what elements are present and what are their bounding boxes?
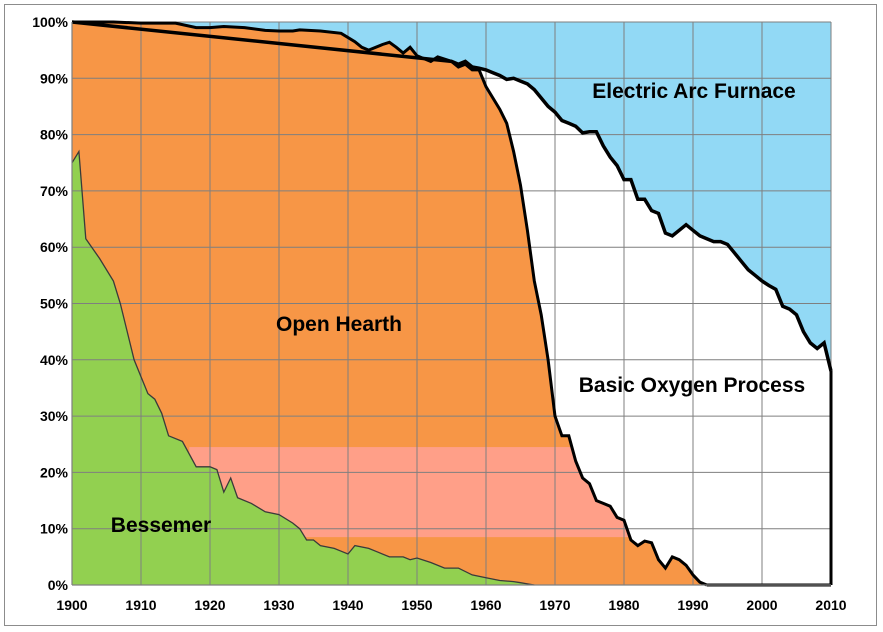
- x-tick-label: 2000: [746, 597, 777, 613]
- x-tick-label: 1960: [470, 597, 501, 613]
- label-electric-arc-furnace: Electric Arc Furnace: [592, 80, 795, 103]
- y-tick-label: 90%: [40, 70, 69, 86]
- y-tick-label: 10%: [40, 521, 69, 537]
- x-tick-label: 1920: [194, 597, 225, 613]
- boundary-lines: [71, 20, 833, 587]
- x-tick-label: 1900: [56, 597, 87, 613]
- x-tick-label: 1970: [539, 597, 570, 613]
- highlight-band-group: [72, 151, 638, 585]
- x-tick-label: 1940: [332, 597, 363, 613]
- label-open-hearth: Open Hearth: [276, 313, 402, 336]
- line-bessemer: [71, 149, 535, 586]
- x-tick-label: 1910: [125, 597, 156, 613]
- line-basic-oxygen-process: [71, 20, 833, 372]
- y-tick-label: 60%: [40, 239, 69, 255]
- x-tick-label: 2010: [815, 597, 846, 613]
- y-tick-label: 70%: [40, 183, 69, 199]
- x-tick-label: 1980: [608, 597, 639, 613]
- area-bessemer: [72, 151, 535, 585]
- axes: [71, 22, 831, 586]
- x-tick-label: 1990: [677, 597, 708, 613]
- y-tick-label: 30%: [40, 408, 69, 424]
- y-tick-label: 100%: [32, 14, 68, 30]
- y-tick-label: 0%: [48, 577, 69, 593]
- y-tick-label: 50%: [40, 296, 69, 312]
- label-bessemer: Bessemer: [111, 514, 211, 537]
- y-tick-label: 20%: [40, 464, 69, 480]
- y-tick-label: 40%: [40, 352, 69, 368]
- label-basic-oxygen-process: Basic Oxygen Process: [579, 374, 805, 397]
- x-tick-label: 1950: [401, 597, 432, 613]
- tick-labels: 0% 10% 20% 30% 40% 50% 60% 70% 80% 90% 100% 1900 191…: [32, 14, 847, 613]
- y-tick-label: 80%: [40, 127, 69, 143]
- x-tick-label: 1930: [263, 597, 294, 613]
- line-open-hearth: [72, 20, 708, 587]
